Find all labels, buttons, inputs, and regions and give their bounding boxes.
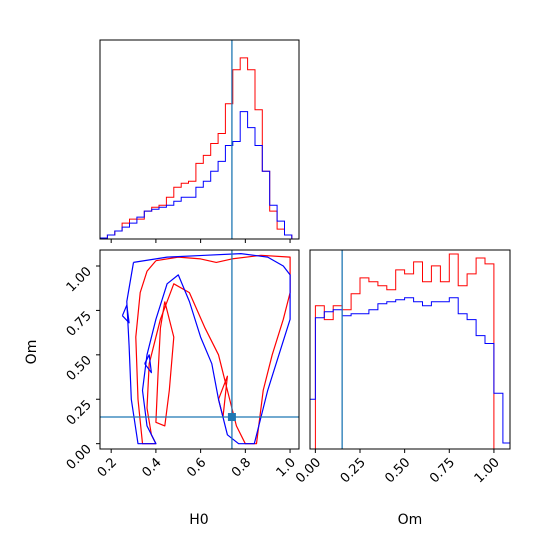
- contour-ytick-label-3: 0.75: [64, 309, 95, 340]
- h0-histogram-series-1: [100, 111, 293, 239]
- contour-xtick-label-0: 0.2: [95, 455, 120, 480]
- h0-histogram-series-0: [100, 57, 293, 239]
- om-marginal-frame: [309, 249, 511, 450]
- contour-ytick-label-1: 0.25: [64, 397, 95, 428]
- om-xtick-label-1: 0.25: [338, 455, 369, 486]
- contour-series-1-level-2: [144, 354, 152, 374]
- om-histograms: [310, 253, 510, 449]
- om-xtick-label-4: 1.00: [472, 455, 503, 486]
- h0-marginal-panel: [99, 39, 300, 243]
- contour-frame: [99, 249, 300, 450]
- h0-om-contour-panel: 0.2 0.4 0.6 0.8 1.00.000.250.500.751.00: [64, 249, 300, 480]
- contour-xtick-label-1: 0.4: [139, 455, 164, 480]
- contour-ytick-label-0: 0.00: [64, 442, 95, 473]
- contour-xtick-label-2: 0.6: [184, 455, 209, 480]
- x-axis-label-h0: H0: [189, 512, 208, 528]
- x-axis-label-om: Om: [398, 512, 423, 528]
- h0-marginal-frame: [99, 39, 300, 240]
- contour-series-1-level-1: [121, 304, 130, 324]
- truth-marker: [227, 413, 236, 422]
- contour-series-1-level-0: [126, 253, 291, 445]
- om-histogram-series-0: [310, 253, 510, 449]
- contour-lines: [121, 253, 291, 445]
- contour-series-0-level-2: [217, 375, 228, 418]
- y-axis-label-om: Om: [24, 340, 40, 365]
- contour-ytick-label-2: 0.50: [64, 353, 95, 384]
- contour-ytick-label-4: 1.00: [64, 264, 95, 295]
- h0-histograms: [100, 57, 293, 239]
- om-xtick-label-2: 0.50: [382, 455, 413, 486]
- contour-xtick-label-3: 0.8: [229, 455, 254, 480]
- om-histogram-series-1: [310, 297, 510, 449]
- om-xtick-label-0: 0.00: [293, 455, 324, 486]
- om-marginal-panel: 0.00 0.25 0.50 0.75 1.00: [293, 249, 511, 486]
- contour-series-0-level-1: [155, 301, 175, 427]
- om-xtick-label-3: 0.75: [427, 455, 458, 486]
